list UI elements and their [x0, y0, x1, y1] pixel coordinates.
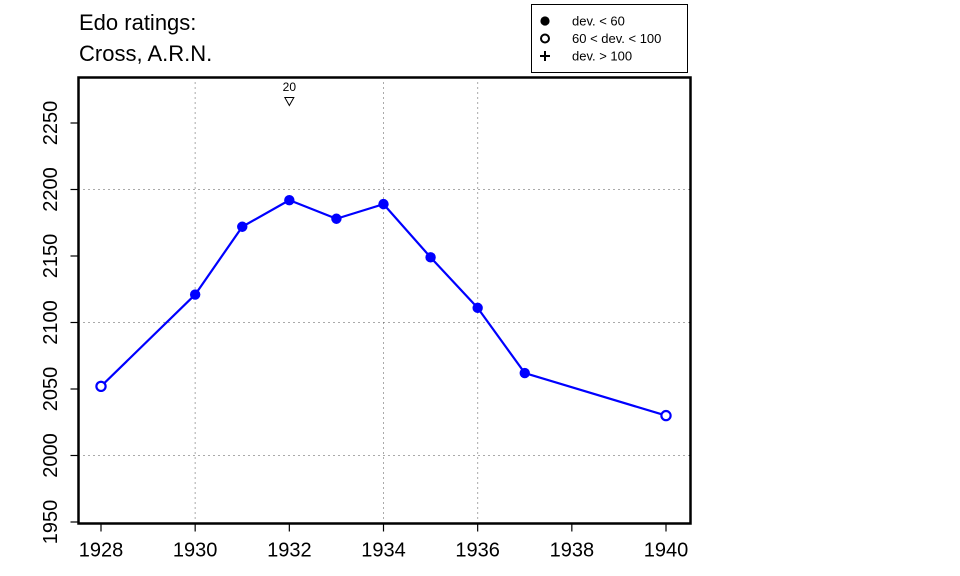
data-point-filled	[472, 302, 483, 314]
data-point-filled	[425, 252, 436, 263]
x-tick-label: 1936	[455, 540, 500, 562]
data-point-filled	[519, 367, 530, 379]
annotation-down-triangle	[283, 97, 295, 107]
data-point-open	[95, 380, 107, 393]
y-tick-label: 2250	[40, 101, 62, 146]
chart-title-line-1: Edo ratings:	[79, 10, 197, 35]
y-tick-label: 2200	[40, 167, 62, 212]
data-point-open	[660, 409, 672, 422]
y-tick-label: 2000	[40, 433, 62, 478]
y-tick-label: 2150	[40, 234, 62, 279]
legend-box	[531, 4, 688, 73]
x-tick-label: 1928	[79, 540, 124, 562]
legend-label: dev. > 100	[572, 49, 632, 64]
data-point-filled	[189, 289, 201, 300]
x-tick-label: 1940	[644, 540, 689, 562]
legend: dev. < 60 60 < dev. < 100 dev. > 100	[531, 4, 688, 73]
data-point-filled	[237, 221, 248, 232]
data-point-filled	[378, 198, 389, 210]
annotation-label: 20	[283, 80, 297, 94]
grid-layer	[78, 77, 691, 524]
legend-filled-circle-icon	[540, 16, 550, 26]
series-layer	[95, 194, 672, 422]
annotation-layer: 20	[283, 80, 297, 107]
x-tick-label: 1932	[267, 540, 312, 562]
x-tick-label: 1934	[361, 540, 406, 562]
legend-open-circle-icon	[540, 33, 550, 44]
series-line	[100, 199, 667, 417]
axis-layer: 1928 1930 1932 1934 1936 1938 1940 1950 2000 2050…	[40, 101, 688, 562]
x-tick-label: 1938	[550, 540, 595, 562]
data-point-filled	[284, 194, 295, 206]
plot-frame	[77, 76, 692, 525]
y-tick-label: 1950	[40, 500, 62, 545]
legend-label: 60 < dev. < 100	[572, 31, 661, 46]
x-tick-label: 1930	[173, 540, 218, 562]
y-tick-label: 2050	[40, 367, 62, 412]
y-tick-label: 2100	[40, 300, 62, 345]
legend-label: dev. < 60	[572, 14, 625, 29]
data-point-filled	[331, 213, 342, 224]
chart-title-line-2: Cross, A.R.N.	[79, 41, 213, 66]
